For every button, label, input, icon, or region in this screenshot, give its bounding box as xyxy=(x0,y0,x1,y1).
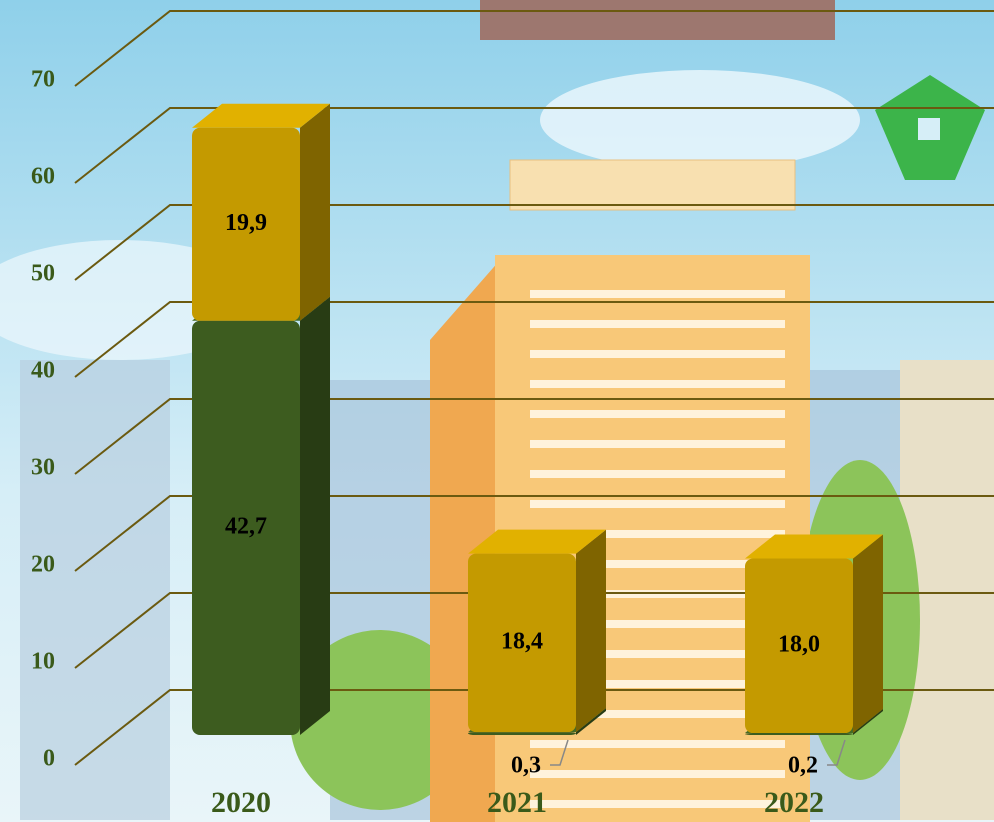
grid-line xyxy=(74,495,994,572)
y-tick-label: 60 xyxy=(31,164,55,190)
bar xyxy=(468,732,576,735)
bar xyxy=(192,127,300,321)
y-tick-label: 10 xyxy=(31,649,55,675)
bar-side xyxy=(853,534,883,734)
bar-top xyxy=(192,103,330,128)
x-tick-label: 2021 xyxy=(487,786,547,819)
x-tick-label: 2020 xyxy=(211,786,271,819)
leader-line xyxy=(827,739,846,766)
building-stripes xyxy=(530,290,785,808)
grid-line xyxy=(74,398,994,475)
x-tick-label: 2022 xyxy=(764,786,824,819)
bar-top xyxy=(745,534,883,559)
y-tick-label: 20 xyxy=(31,552,55,578)
y-tick-label: 0 xyxy=(43,746,55,772)
bar-side xyxy=(576,708,606,735)
y-tick-label: 40 xyxy=(31,358,55,384)
value-label: 19,9 xyxy=(225,210,267,236)
bar-side xyxy=(853,709,883,735)
bar-side xyxy=(300,296,330,735)
bar xyxy=(468,553,576,733)
leader-line xyxy=(550,739,569,766)
value-label: 42,7 xyxy=(225,513,267,539)
grid-line xyxy=(74,689,994,766)
bar-side xyxy=(300,103,330,321)
grid-line xyxy=(74,301,994,378)
bar xyxy=(745,558,853,734)
y-tick-label: 50 xyxy=(31,261,55,287)
grid-line xyxy=(74,592,994,669)
bar-top xyxy=(468,529,606,554)
value-label: 18,0 xyxy=(778,631,820,657)
grid-line xyxy=(74,204,994,281)
value-label: 18,4 xyxy=(501,628,543,654)
grid-line xyxy=(74,107,994,184)
value-label: 0,2 xyxy=(788,753,818,779)
y-tick-label: 70 xyxy=(31,67,55,93)
bar-side xyxy=(576,529,606,733)
value-label: 0,3 xyxy=(511,753,541,779)
grid-line xyxy=(74,10,994,87)
bar xyxy=(745,733,853,735)
y-tick-label: 30 xyxy=(31,455,55,481)
bar xyxy=(192,320,300,735)
